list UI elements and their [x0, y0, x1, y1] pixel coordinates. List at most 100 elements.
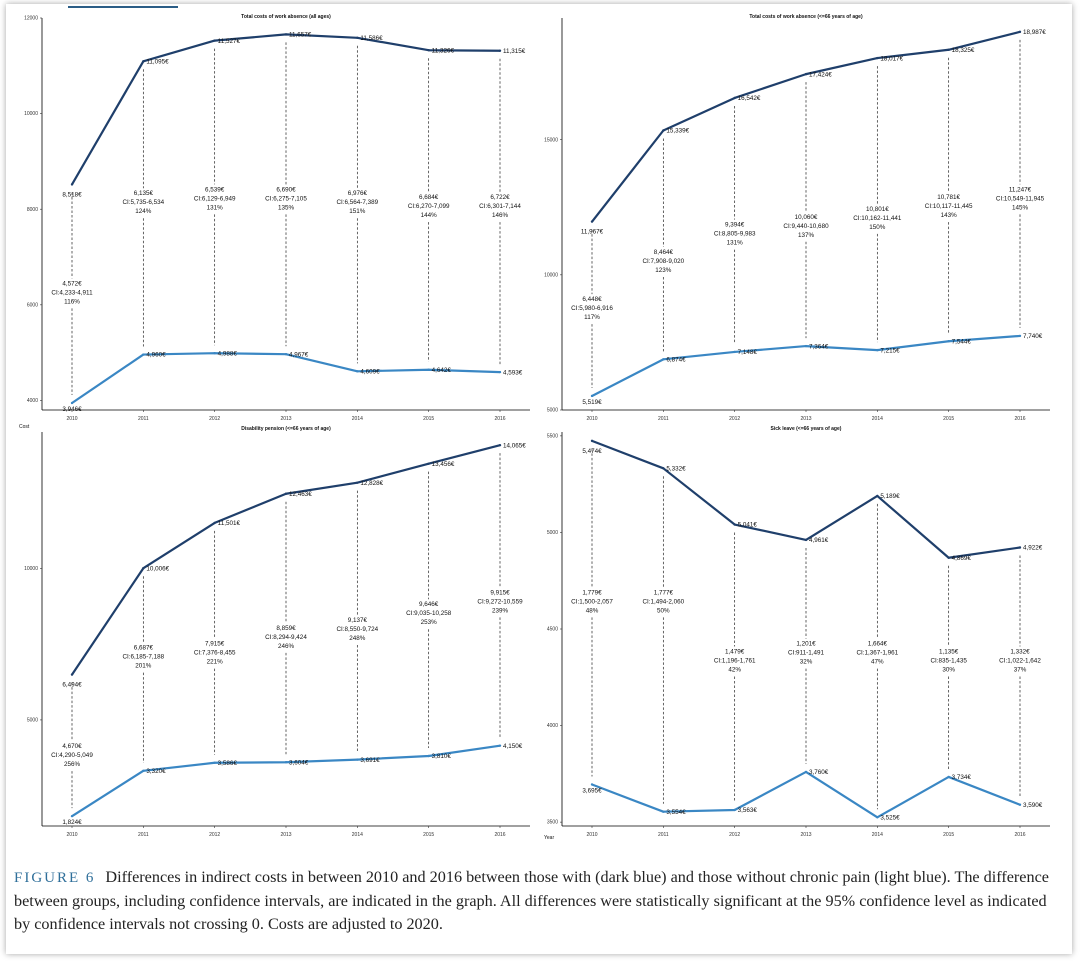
difference-percent: 239%: [492, 607, 509, 614]
difference-value: 6,687€: [134, 645, 154, 652]
y-tick-label: 4500: [547, 627, 558, 633]
data-label-dark: 4,922€: [1023, 545, 1043, 552]
y-tick-label: 10000: [24, 566, 38, 572]
data-label-light: 3,734€: [952, 774, 972, 781]
difference-value: 1,479€: [725, 649, 745, 656]
y-tick-label: 6000: [27, 302, 38, 308]
difference-value: 9,137€: [348, 617, 368, 624]
difference-ci: CI:1,367-1,961: [856, 650, 898, 657]
y-tick-label: 15000: [544, 137, 558, 143]
data-point-dark: [876, 494, 879, 498]
data-label-dark: 18,325€: [952, 47, 975, 54]
x-tick-label: 2012: [729, 416, 740, 422]
x-tick-label: 2015: [943, 416, 954, 422]
difference-ci: CI:9,440-10,680: [783, 223, 829, 230]
difference-ci: CI:6,129-6,949: [194, 195, 236, 202]
x-tick-label: 2014: [352, 416, 363, 422]
difference-value: 1,777€: [654, 589, 674, 596]
data-point-dark: [733, 523, 736, 526]
data-label-light: 7,364€: [809, 343, 829, 350]
x-tick-label: 2012: [209, 832, 220, 838]
difference-ci: CI:835-1,435: [930, 658, 967, 665]
data-point-dark: [142, 567, 145, 570]
data-label-light: 4,609€: [360, 369, 380, 376]
difference-ci: CI:4,233-4,911: [51, 289, 93, 296]
data-point-light: [498, 744, 502, 747]
figure-frame: [6, 4, 1072, 954]
difference-value: 6,684€: [419, 194, 439, 201]
data-label-light: 3,604€: [289, 759, 309, 766]
x-tick-label: 2014: [352, 832, 363, 838]
data-point-light: [947, 340, 950, 343]
y-tick-label: 5000: [27, 718, 38, 724]
data-point-dark: [70, 673, 74, 676]
data-point-light: [70, 814, 74, 818]
data-label-light: 4,150€: [503, 743, 523, 750]
data-label-dark: 12,463€: [289, 491, 312, 498]
difference-ci: CI:9,035-10,258: [406, 610, 452, 617]
data-point-light: [590, 783, 594, 786]
difference-value: 6,976€: [348, 190, 368, 197]
data-point-light: [142, 769, 145, 773]
data-point-light: [733, 808, 736, 812]
data-label-dark: 11,315€: [503, 48, 526, 55]
y-tick-label: 4000: [547, 723, 558, 729]
data-point-light: [876, 816, 879, 819]
difference-percent: 124%: [135, 208, 152, 215]
data-label-light: 4,967€: [289, 351, 309, 358]
data-label-dark: 12,828€: [360, 480, 383, 487]
data-label-light: 4,960€: [146, 352, 166, 359]
difference-ci: CI:5,980-6,916: [571, 305, 613, 312]
data-label-light: 3,691€: [360, 757, 380, 764]
data-point-dark: [498, 443, 502, 447]
data-label-light: 3,525€: [880, 815, 900, 822]
difference-percent: 256%: [64, 761, 81, 768]
data-point-light: [662, 358, 665, 361]
data-point-dark: [947, 556, 950, 559]
difference-percent: 143%: [941, 212, 958, 219]
data-point-dark: [804, 72, 808, 76]
difference-percent: 201%: [135, 663, 152, 670]
difference-value: 6,135€: [134, 190, 154, 197]
difference-percent: 116%: [64, 298, 80, 305]
data-point-dark: [70, 183, 74, 186]
difference-value: 4,572€: [62, 280, 82, 287]
data-label-light: 4,593€: [503, 369, 523, 376]
x-tick-label: 2012: [209, 416, 220, 422]
difference-percent: 50%: [657, 607, 670, 614]
difference-value: 6,448€: [582, 296, 602, 303]
data-label-dark: 10,006€: [146, 565, 169, 572]
data-label-dark: 11,095€: [146, 58, 169, 65]
data-point-light: [1018, 803, 1022, 806]
data-label-dark: 8,518€: [62, 191, 82, 198]
data-label-dark: 13,456€: [432, 461, 455, 468]
data-point-light: [427, 754, 430, 758]
data-point-dark: [213, 521, 216, 525]
data-label-dark: 11,326€: [432, 47, 455, 54]
data-label-light: 7,148€: [738, 349, 758, 356]
data-point-dark: [947, 48, 950, 51]
x-tick-label: 2011: [658, 416, 669, 422]
y-tick-label: 3500: [547, 820, 558, 826]
difference-ci: CI:5,735-6,534: [122, 199, 164, 206]
difference-value: 1,779€: [582, 589, 602, 596]
data-point-dark: [284, 33, 288, 36]
difference-value: 1,332€: [1010, 649, 1030, 656]
difference-ci: CI:911-1,491: [788, 650, 824, 657]
difference-value: 10,781€: [937, 194, 960, 201]
difference-value: 8,464€: [654, 249, 674, 256]
difference-ci: CI:6,301-7,144: [479, 203, 521, 210]
difference-value: 9,915€: [490, 589, 510, 596]
data-label-light: 3,554€: [666, 809, 686, 816]
difference-value: 8,859€: [276, 625, 296, 632]
data-point-dark: [1018, 30, 1022, 34]
data-point-light: [804, 344, 808, 348]
difference-value: 6,722€: [490, 194, 510, 201]
figure-caption: FIGURE 6 Differences in indirect costs in…: [14, 866, 1064, 936]
difference-ci: CI:9,272-10,559: [477, 598, 523, 605]
chart-title: Total costs of work absence (all ages): [241, 14, 331, 20]
data-point-light: [590, 394, 594, 398]
difference-ci: CI:1,022-1,642: [999, 658, 1041, 665]
difference-value: 4,670€: [62, 743, 82, 750]
data-point-dark: [876, 56, 879, 60]
